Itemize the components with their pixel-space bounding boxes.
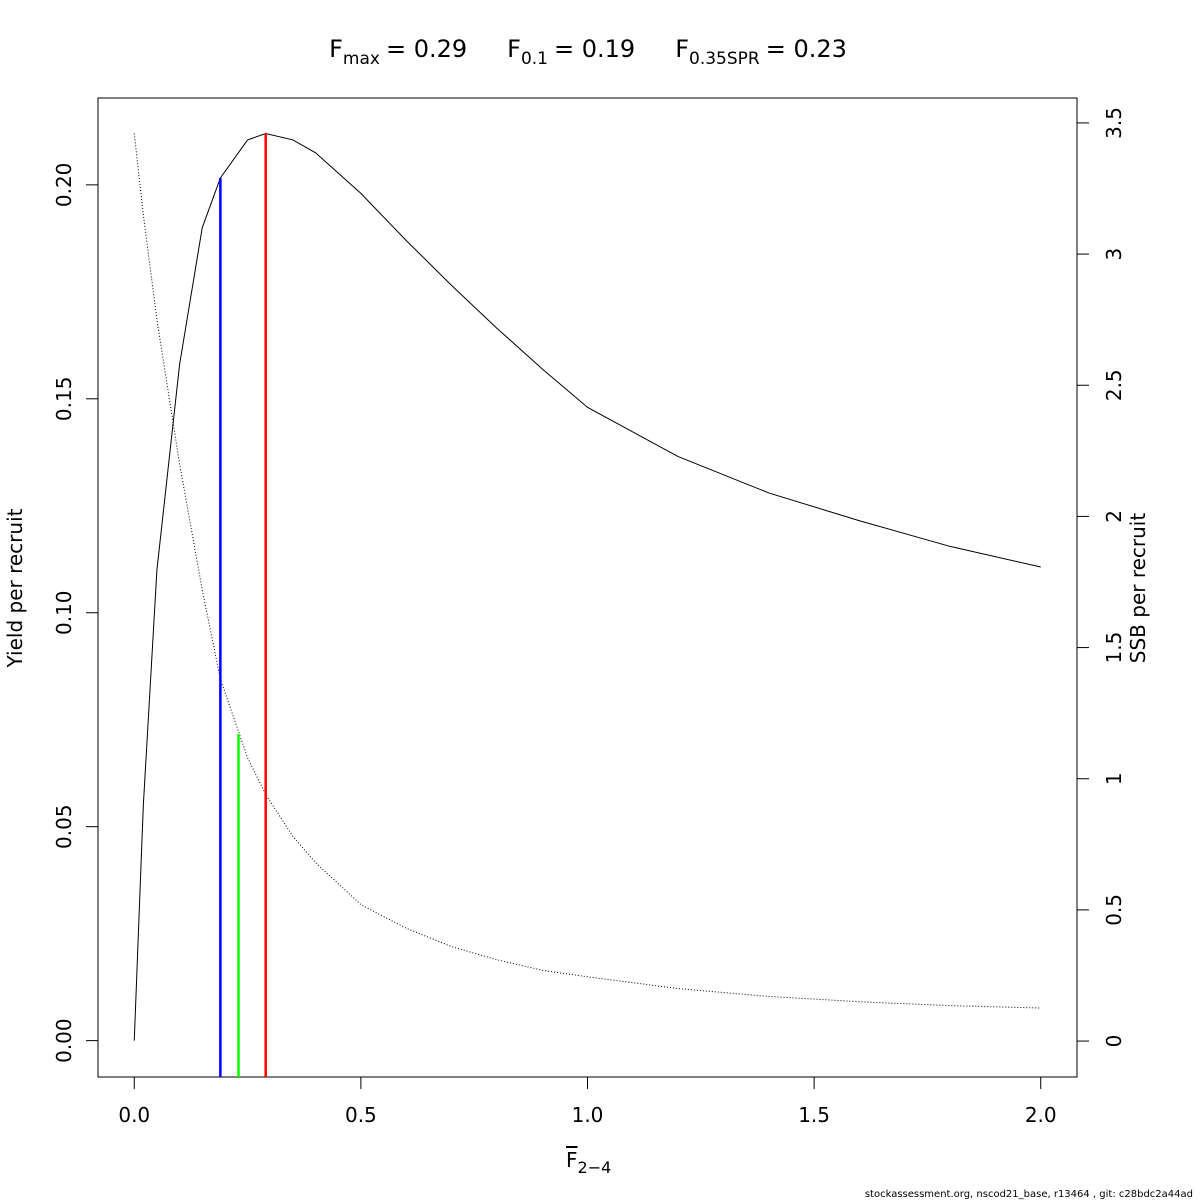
y-tick-label: 0.10 [52,590,76,635]
y2-tick-label: 0 [1102,1035,1126,1048]
title-symbol: F [675,35,689,63]
y2-tick-label: 2.5 [1102,369,1126,401]
y-axis-label: Yield per recruit [3,508,27,668]
x-tick-label: 0.0 [118,1103,150,1127]
title-symbol: F [329,35,343,63]
title-subscript: 0.35SPR [689,49,760,69]
x-tick-label: 0.5 [345,1103,377,1127]
title-symbol: F [507,35,521,63]
footer: stockassessment.org, nscod21_base, r1346… [865,1189,1193,1200]
title-value: = 0.19 [554,35,635,63]
y-tick-label: 0.00 [52,1018,76,1063]
title-subscript: max [343,49,380,69]
x-tick-label: 2.0 [1025,1103,1057,1127]
title-subscript: 0.1 [521,49,548,69]
y2-tick-label: 1.5 [1102,632,1126,664]
y2-tick-label: 2 [1102,510,1126,523]
x-axis-label: F2−4 [566,1148,611,1177]
x-tick-label: 1.5 [798,1103,830,1127]
y-tick-label: 0.05 [52,804,76,849]
series-line [133,132,1041,1041]
plot-frame [97,97,1078,1078]
y2-tick-label: 3 [1102,248,1126,261]
title-value: = 0.23 [766,35,847,63]
y-tick-label: 0.15 [52,377,76,422]
y2-tick-label: 1 [1102,772,1126,785]
x-tick-label: 1.0 [572,1103,604,1127]
y-tick-label: 0.20 [52,163,76,208]
x-label-subscript: 2−4 [578,1158,612,1177]
y2-tick-label: 3.5 [1102,107,1126,139]
title-value: = 0.29 [386,35,467,63]
y2-axis-label: SSB per recruit [1126,513,1150,664]
series-line [133,133,1041,1009]
x-label-symbol: F [566,1148,578,1172]
chart-title: Fmax = 0.29 F0.1 = 0.19 F0.35SPR = 0.23 [329,35,847,69]
y2-tick-label: 0.5 [1102,894,1126,926]
